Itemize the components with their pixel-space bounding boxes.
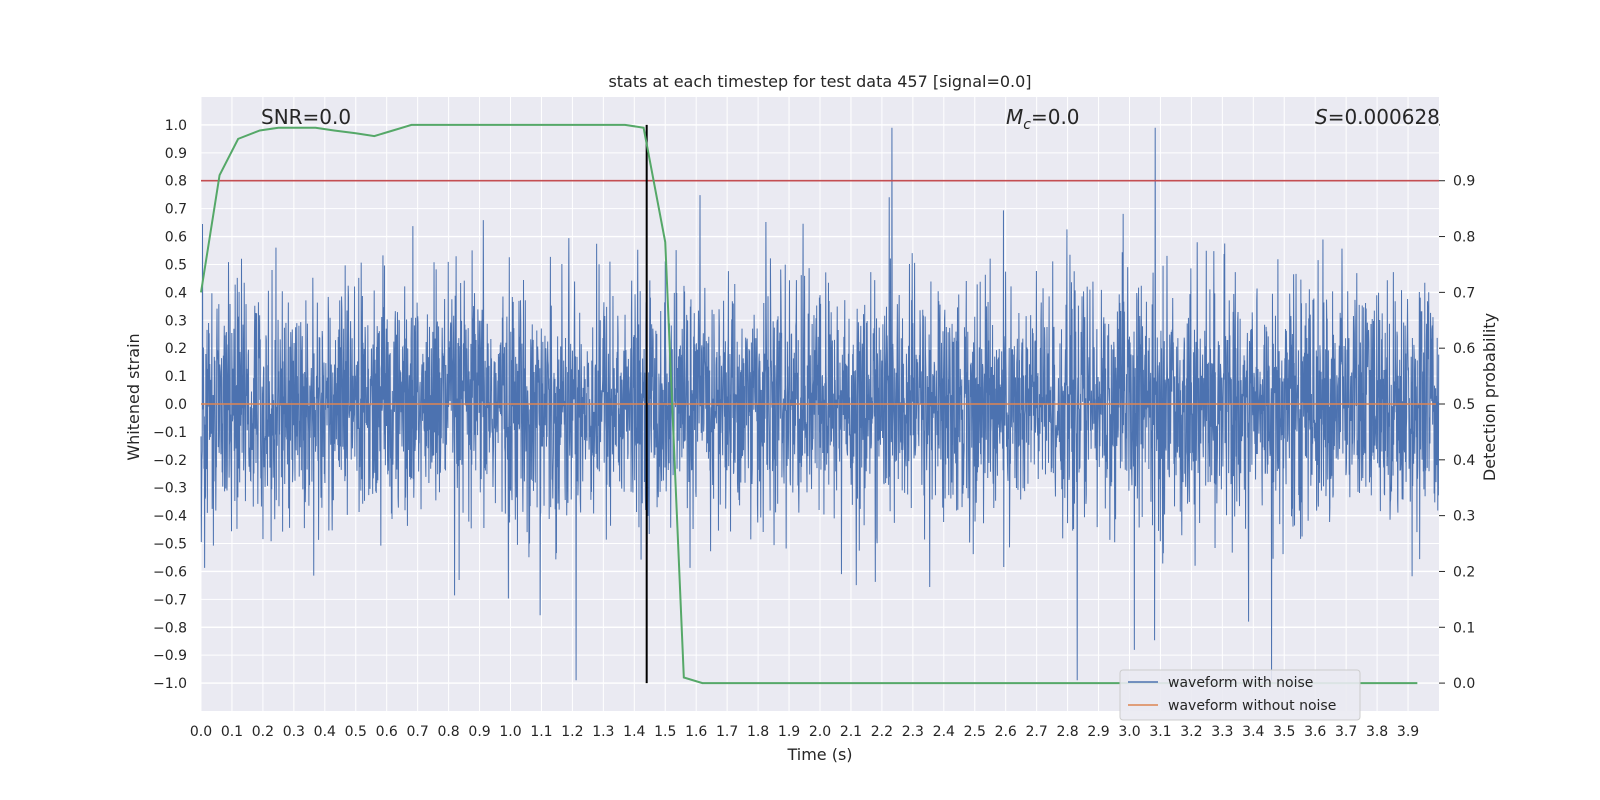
y-tick-label: 0.6 [165, 230, 187, 246]
y-tick-label: 0.2 [165, 341, 187, 357]
x-tick-label: 1.0 [499, 724, 521, 740]
x-tick-label: 3.5 [1273, 724, 1295, 740]
x-tick-label: 1.3 [592, 724, 614, 740]
y2-tick-label: 0.3 [1453, 509, 1475, 525]
y-tick-label: −0.3 [153, 481, 187, 497]
x-tick-label: 1.5 [654, 724, 676, 740]
annotation-mc-symbol: M [1006, 105, 1023, 129]
y-tick-label: −0.8 [153, 620, 187, 636]
annotation-mc-value: =0.0 [1031, 105, 1080, 129]
x-tick-label: 3.7 [1335, 724, 1357, 740]
x-tick-label: 1.4 [623, 724, 645, 740]
y2-axis-label: Detection probability [1480, 313, 1499, 481]
x-tick-label: 1.6 [685, 724, 707, 740]
y-ticks: 1.0 0.9 0.8 0.7 0.6 0.5 0.4 0.3 0.2 0.1 0.0 −0.1 −0.… [153, 118, 187, 692]
y-tick-label: −0.1 [153, 425, 187, 441]
y-tick-label: 0.8 [165, 174, 187, 190]
x-tick-label: 1.2 [561, 724, 583, 740]
x-tick-label: 3.6 [1304, 724, 1326, 740]
x-tick-label: 0.7 [407, 724, 429, 740]
series-detection-probability [200, 123, 1418, 685]
y-tick-label: 0.4 [165, 285, 187, 301]
legend: waveform with noise waveform without noi… [1119, 669, 1361, 721]
y2-tick-label: 0.7 [1453, 285, 1475, 301]
x-tick-label: 2.7 [1026, 724, 1048, 740]
x-ticks: 0.0 0.1 0.2 0.3 0.4 0.5 0.6 0.7 0.8 0.9 1.0 1.1 1.2 1… [190, 724, 1419, 740]
noisy-waveform-line [200, 127, 1440, 681]
y2-tick-label: 0.8 [1453, 230, 1475, 246]
x-tick-label: 0.5 [345, 724, 367, 740]
x-tick-label: 3.4 [1242, 724, 1264, 740]
x-tick-label: 3.8 [1366, 724, 1388, 740]
y-tick-label: 0.5 [165, 257, 187, 273]
y2-tick-label: 0.1 [1453, 620, 1475, 636]
chart-title: stats at each timestep for test data 457… [608, 72, 1031, 91]
x-tick-label: 0.6 [376, 724, 398, 740]
x-axis-label: Time (s) [786, 745, 852, 764]
x-tick-label: 0.9 [468, 724, 490, 740]
legend-box [1119, 669, 1361, 721]
y2-tick-label: 0.5 [1453, 397, 1475, 413]
y-tick-label: 0.7 [165, 202, 187, 218]
series-waveform-with-noise [200, 127, 1440, 681]
x-tick-label: 0.2 [252, 724, 274, 740]
x-tick-label: 0.8 [437, 724, 459, 740]
x-tick-label: 0.1 [221, 724, 243, 740]
annotation-snr: SNR=0.0 [261, 105, 351, 129]
y-tick-label: −0.4 [153, 509, 187, 525]
y2-tick-label: 0.9 [1453, 174, 1475, 190]
x-tick-label: 2.8 [1056, 724, 1078, 740]
legend-label-noisy: waveform with noise [1168, 675, 1313, 691]
x-tick-label: 2.4 [933, 724, 955, 740]
legend-label-clean: waveform without noise [1168, 698, 1336, 714]
y-tick-label: −0.9 [153, 648, 187, 664]
x-tick-label: 1.7 [716, 724, 738, 740]
x-tick-label: 3.3 [1211, 724, 1233, 740]
right-margin-mask [1440, 90, 1600, 140]
y-tick-label: 0.0 [165, 397, 187, 413]
y-tick-label: −0.2 [153, 453, 187, 469]
y-tick-label: −0.5 [153, 537, 187, 553]
annotation-s-symbol: S [1315, 105, 1328, 129]
y-tick-label: −0.7 [153, 592, 187, 608]
y-tick-label: −1.0 [153, 676, 187, 692]
x-tick-label: 2.0 [809, 724, 831, 740]
y-tick-label: 1.0 [165, 118, 187, 134]
y2-ticks: 1.00.90.80.70.60.50.40.30.20.10.0 [1439, 118, 1475, 692]
annotation-mc-subscript: c [1023, 117, 1031, 133]
y2-tick-label: 0.4 [1453, 453, 1475, 469]
x-tick-label: 2.5 [964, 724, 986, 740]
x-tick-label: 2.9 [1087, 724, 1109, 740]
x-tick-label: 2.6 [995, 724, 1017, 740]
x-tick-label: 0.4 [314, 724, 336, 740]
x-tick-label: 3.9 [1397, 724, 1419, 740]
x-tick-label: 1.1 [530, 724, 552, 740]
x-tick-label: 2.2 [871, 724, 893, 740]
y-tick-label: −0.6 [153, 564, 187, 580]
detection-probability-line [200, 123, 1418, 685]
y-tick-label: 0.1 [165, 369, 187, 385]
y-axis-label: Whitened strain [124, 333, 143, 460]
y-tick-label: 0.9 [165, 146, 187, 162]
x-tick-label: 2.3 [902, 724, 924, 740]
y2-tick-label: 0.2 [1453, 564, 1475, 580]
x-tick-label: 3.2 [1180, 724, 1202, 740]
y2-tick-label: 0.6 [1453, 341, 1475, 357]
x-tick-label: 3.0 [1118, 724, 1140, 740]
x-tick-label: 1.9 [778, 724, 800, 740]
x-tick-label: 1.8 [747, 724, 769, 740]
x-tick-label: 2.1 [840, 724, 862, 740]
y2-tick-label: 0.0 [1453, 676, 1475, 692]
x-tick-label: 3.1 [1149, 724, 1171, 740]
annotation-mc: Mc=0.0 [1006, 105, 1080, 133]
x-tick-label: 0.3 [283, 724, 305, 740]
x-tick-label: 0.0 [190, 724, 212, 740]
y-tick-label: 0.3 [165, 313, 187, 329]
